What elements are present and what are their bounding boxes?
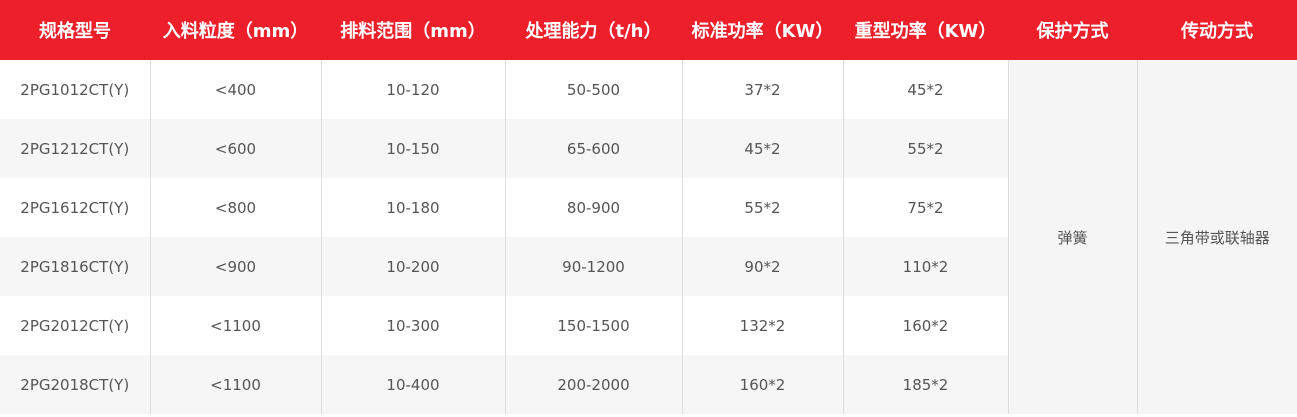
table-row: 2PG1816CT(Y) <900 10-200 90-1200 90*2 110*2 [0,237,1297,296]
table-row: 2PG2018CT(Y) <1100 10-400 200-2000 160*2 185*… [0,355,1297,414]
table-cell: 200-2000 [504,355,682,414]
table-cell: 10-150 [320,119,505,178]
header-standard-power: 标准功率（KW） [682,0,843,60]
table-cell: 2PG2018CT(Y) [0,355,150,414]
table-cell: 2PG2012CT(Y) [20,316,130,335]
table-cell: 37*2 [681,60,843,119]
table-cell: 2PG1012CT(Y) [20,80,130,99]
transmission-cell: 三角带或联轴器 [1136,60,1297,414]
table-cell: 2PG1612CT(Y) [20,198,130,217]
table-row: 2PG1612CT(Y) <800 10-180 80-900 55*2 75*2 [0,178,1297,237]
table-cell: 75*2 [842,178,1008,237]
table-cell: 2PG1816CT(Y) [0,237,150,296]
table-cell: 90*2 [681,237,843,296]
header-transmission: 传动方式 [1137,0,1297,60]
header-protection: 保护方式 [1008,0,1137,60]
table-cell: 10-180 [320,178,505,237]
table-cell: 65-600 [504,119,682,178]
table-cell: 55*2 [681,178,843,237]
header-capacity: 处理能力（t/h） [505,0,682,60]
table-cell: <800 [149,178,321,237]
table-cell: <600 [149,119,321,178]
table-cell: 55*2 [842,119,1008,178]
table-cell: 185*2 [842,355,1008,414]
table-cell: 10-120 [320,60,505,119]
table-row: 2PG1212CT(Y) <600 10-150 65-600 45*2 55*2 [0,119,1297,178]
table-cell: 50-500 [504,60,682,119]
table-cell: 132*2 [681,296,843,355]
header-feed-size: 入料粒度（mm） [150,0,321,60]
table-cell: 10-200 [320,237,505,296]
table-cell: 160*2 [842,296,1008,355]
table-cell: 150-1500 [504,296,682,355]
table-cell: 45*2 [842,60,1008,119]
table-cell: 10-300 [320,296,505,355]
table-cell: 45*2 [681,119,843,178]
table-cell: <1100 [149,355,321,414]
table-cell: <1100 [149,296,321,355]
header-row: 规格型号 入料粒度（mm） 排料范围（mm） 处理能力（t/h） 标准功率（KW… [0,0,1297,60]
table-cell: 90-1200 [504,237,682,296]
table-cell: 80-900 [504,178,682,237]
protection-cell: 弹簧 [1007,60,1137,414]
table-cell: <900 [149,237,321,296]
table-row: 2PG1012CT(Y) <400 10-120 50-500 37*2 45*2 弹簧 三角… [0,60,1297,414]
table-cell: <400 [149,60,321,119]
table-cell: 110*2 [842,237,1008,296]
header-heavy-power: 重型功率（KW） [843,0,1008,60]
header-discharge-range: 排料范围（mm） [321,0,505,60]
table-cell: 2PG1212CT(Y) [0,119,150,178]
table-row: 2PG2012CT(Y) <1100 10-300 150-1500 132*2 160*… [0,296,1297,355]
table-cell: 10-400 [320,355,505,414]
table-cell: 160*2 [681,355,843,414]
header-model: 规格型号 [0,0,150,60]
